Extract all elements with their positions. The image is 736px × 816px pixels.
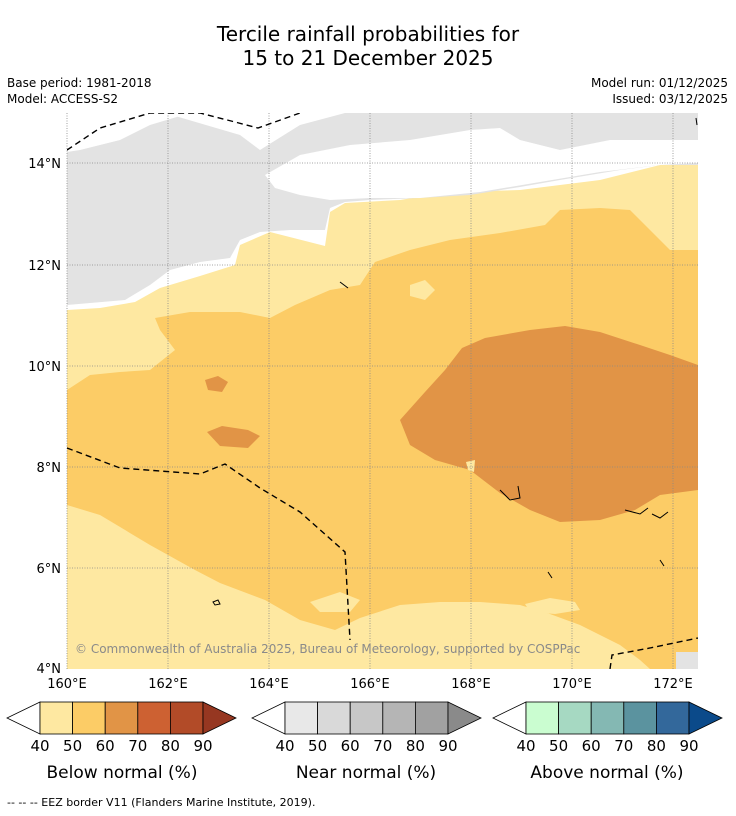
near-legend-tick: 70: [373, 737, 392, 755]
below-legend-swatch: [39, 701, 73, 735]
near-legend-swatch: [414, 701, 449, 735]
meta-right: Model run: 01/12/2025 Issued: 03/12/2025: [591, 75, 728, 107]
below-legend-tick: 80: [161, 737, 180, 755]
near-legend-swatch: [317, 701, 351, 735]
lat-label-10: 10°N: [28, 360, 61, 375]
lon-label-172: 172°E: [653, 677, 693, 692]
lon-label-168: 168°E: [451, 677, 491, 692]
below-normal-40-patch-2: [525, 598, 580, 614]
above-legend-swatch: [558, 701, 592, 735]
below-normal-60-patch-2: [207, 426, 260, 448]
near-legend-tick: 50: [308, 737, 327, 755]
issued-date: Issued: 03/12/2025: [612, 92, 728, 106]
lon-label-160: 160°E: [47, 677, 87, 692]
chart-title: Tercile rainfall probabilities for 15 to…: [0, 22, 736, 70]
white-gap-2: [67, 113, 190, 152]
islands: [212, 117, 698, 606]
above-legend-tick: 90: [679, 737, 698, 755]
legend-above-normal: Above normal (%) 40 50 60 70 80 90: [492, 701, 723, 783]
below-legend-tick: 70: [128, 737, 147, 755]
island-atoll-3: [651, 511, 669, 519]
legend-below-label: Below normal (%): [47, 763, 198, 783]
eez-border-southeast: [609, 637, 698, 669]
near-legend-swatch: [284, 701, 318, 735]
below-legend-under-arrow: [6, 701, 41, 735]
below-legend-swatch: [72, 701, 106, 735]
near-legend-tick: 40: [275, 737, 294, 755]
legend-above-label: Above normal (%): [530, 763, 683, 783]
below-legend-swatch: [169, 701, 204, 735]
below-legend-tick: 90: [193, 737, 212, 755]
island-atoll-6: [212, 599, 221, 606]
above-legend-under-arrow: [492, 701, 527, 735]
eez-border-west: [67, 447, 351, 641]
base-period: Base period: 1981-2018: [7, 76, 152, 90]
lat-label-8: 8°N: [37, 461, 62, 476]
above-legend-tick: 50: [549, 737, 568, 755]
below-normal-40-patch-3: [410, 280, 435, 300]
masked-region-southeast: [676, 652, 698, 669]
above-legend-swatch: [623, 701, 657, 735]
probability-map: © Commonwealth of Australia 2025, Bureau…: [28, 113, 698, 692]
above-legend-tick: 70: [614, 737, 633, 755]
island-atoll-5: [547, 571, 553, 579]
legend-near-normal: Near normal (%) 40 50 60 70 80 90: [251, 701, 482, 783]
lon-label-170: 170°E: [552, 677, 592, 692]
near-legend-tick: 90: [438, 737, 457, 755]
lon-label-166: 166°E: [350, 677, 390, 692]
above-legend-swatch: [590, 701, 625, 735]
title-line-2: 15 to 21 December 2025: [242, 46, 494, 70]
above-legend-tick: 40: [516, 737, 535, 755]
below-legend-tick: 60: [96, 737, 115, 755]
below-normal-50-region: [67, 208, 698, 669]
lon-labels: 160°E 162°E 164°E 166°E 168°E 170°E 172°…: [47, 677, 693, 692]
meta-left: Base period: 1981-2018 Model: ACCESS-S2: [7, 75, 152, 107]
lon-label-164: 164°E: [249, 677, 289, 692]
island-atoll-7: [339, 281, 349, 289]
lat-label-6: 6°N: [37, 562, 62, 577]
legend-below-normal: Below normal (%) 40 50 60 70 80 90: [6, 701, 237, 783]
below-legend-tick: 50: [63, 737, 82, 755]
lat-label-4: 4°N: [37, 662, 62, 677]
island-atoll-4: [659, 559, 665, 567]
island-atoll-2: [624, 507, 649, 515]
below-normal-40-patch: [310, 592, 360, 612]
above-legend-over-arrow: [688, 701, 723, 735]
near-legend-over-arrow: [447, 701, 482, 735]
eez-footnote: -- -- -- EEZ border V11 (Flanders Marine…: [7, 796, 316, 809]
legend-area: Below normal (%) 40 50 60 70 80 90 Near norma…: [6, 701, 723, 783]
below-legend-swatch: [104, 701, 139, 735]
island-atoll-8: [695, 117, 698, 126]
title-line-1: Tercile rainfall probabilities for: [216, 22, 520, 46]
near-legend-swatch: [349, 701, 384, 735]
lat-labels: 14°N 12°N 10°N 8°N 6°N 4°N: [28, 157, 61, 677]
legend-near-label: Near normal (%): [296, 763, 436, 783]
model-run: Model run: 01/12/2025: [590, 76, 728, 90]
graticule: [66, 113, 698, 669]
copyright-text: © Commonwealth of Australia 2025, Bureau…: [75, 642, 580, 656]
near-legend-swatch: [382, 701, 416, 735]
near-legend-tick: 80: [406, 737, 425, 755]
near-legend-tick: 60: [341, 737, 360, 755]
lat-label-12: 12°N: [28, 259, 61, 274]
eez-border-north: [67, 113, 301, 151]
lon-label-162: 162°E: [148, 677, 188, 692]
above-legend-swatch: [656, 701, 690, 735]
below-normal-40-patch-4: [466, 460, 475, 472]
near-legend-under-arrow: [251, 701, 286, 735]
above-legend-swatch: [525, 701, 559, 735]
below-legend-over-arrow: [202, 701, 237, 735]
above-legend-tick: 60: [582, 737, 601, 755]
below-legend-tick: 40: [30, 737, 49, 755]
lat-label-14: 14°N: [28, 157, 61, 172]
below-normal-60-region: [400, 326, 698, 522]
eez-borders: [67, 113, 698, 669]
white-gap: [265, 128, 698, 200]
island-atoll-1: [499, 485, 521, 501]
below-normal-60-patch-1: [205, 376, 228, 392]
model-name: Model: ACCESS-S2: [7, 92, 119, 106]
above-legend-tick: 80: [647, 737, 666, 755]
below-legend-swatch: [137, 701, 171, 735]
